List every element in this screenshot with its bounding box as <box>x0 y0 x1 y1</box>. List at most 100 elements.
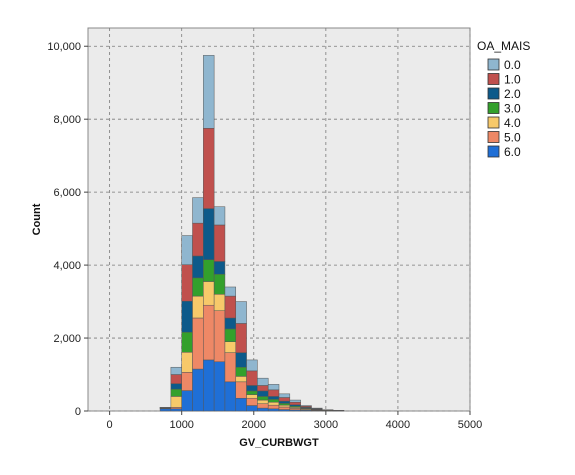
legend-swatch <box>487 102 500 114</box>
x-axis-title: GV_CURBWGT <box>239 437 319 449</box>
bar-segment <box>257 407 269 412</box>
bar-segment <box>213 294 226 311</box>
bar-segment <box>257 385 269 392</box>
bar-segment <box>246 397 258 406</box>
bar-segment <box>235 397 247 412</box>
bar-segment <box>267 404 280 410</box>
bar-segment <box>203 128 215 209</box>
bar-segment <box>235 376 247 383</box>
bar-segment <box>257 390 269 397</box>
y-tick-label: 8,000 <box>53 114 81 126</box>
legend-label: 2.0 <box>504 87 521 101</box>
bar-segment <box>289 399 301 403</box>
bar-segment <box>224 352 237 383</box>
bar-segment <box>246 359 258 372</box>
bar-segment <box>203 281 215 306</box>
bar-segment <box>224 381 237 412</box>
bar-segment <box>246 390 258 395</box>
bar-segment <box>267 389 280 397</box>
bar-segment <box>170 374 182 384</box>
bar-segment <box>203 359 215 412</box>
y-tick-label: 2,000 <box>53 333 81 345</box>
bar-segment <box>224 341 237 353</box>
bar-segment <box>181 300 193 333</box>
bar-segment <box>267 396 280 400</box>
bar-segment <box>192 255 204 279</box>
bar-segment <box>246 394 258 399</box>
legend: OA_MAIS 0.01.02.03.04.05.06.0 <box>477 39 530 159</box>
legend-swatch <box>487 73 500 85</box>
bar-segment <box>267 401 280 406</box>
x-tick-label: 2000 <box>242 419 266 431</box>
bar-segment <box>170 396 182 408</box>
bar-segment <box>246 405 258 412</box>
bar-segment <box>278 403 291 406</box>
bar-segment <box>267 384 280 391</box>
bar-segment <box>203 259 215 282</box>
bar-segment <box>213 206 226 226</box>
legend-swatch <box>487 87 500 100</box>
bar-segment <box>235 381 247 399</box>
y-axis-title: Count <box>31 203 43 235</box>
x-tick-label: 5000 <box>458 419 482 431</box>
bar-segment <box>257 377 269 386</box>
bar-segment <box>181 331 193 353</box>
bar-segment <box>181 372 193 391</box>
legend-label: 3.0 <box>504 102 521 116</box>
bar-segment <box>278 397 291 402</box>
y-tick-label: 6,000 <box>53 187 81 199</box>
legend-label: 4.0 <box>504 116 521 130</box>
bar-segment <box>213 361 226 412</box>
bar-segment <box>235 366 247 377</box>
bar-segment <box>224 286 237 297</box>
bar-segment <box>192 197 204 224</box>
bar-segment <box>289 401 301 406</box>
bar-segment <box>170 383 182 390</box>
bar-segment <box>300 405 312 407</box>
bar-segment <box>203 55 215 129</box>
bar-segment <box>224 295 237 319</box>
bar-segment <box>170 388 182 397</box>
bar-segment <box>192 295 204 319</box>
bar-segment <box>203 304 215 361</box>
bar-segment <box>213 224 226 262</box>
bar-segment <box>257 399 269 404</box>
bar-segment <box>181 352 193 373</box>
bar-segment <box>213 273 226 295</box>
bar-segment <box>181 390 193 412</box>
legend-label: 1.0 <box>504 73 521 87</box>
legend-label: 5.0 <box>504 131 521 145</box>
bar-segment <box>278 400 291 404</box>
bar-segment <box>170 366 182 375</box>
x-tick-label: 3000 <box>314 419 338 431</box>
bar-segment <box>192 222 204 257</box>
bar-segment <box>235 352 247 368</box>
bar-segment <box>224 328 237 342</box>
bar-segment <box>246 370 258 386</box>
bar-segment <box>257 403 269 409</box>
legend-label: 6.0 <box>504 145 521 159</box>
bars <box>159 55 345 412</box>
bar-segment <box>278 393 291 398</box>
legend-swatch <box>487 58 500 71</box>
y-axis-ticks: 0 2,000 4,000 6,000 8,000 10,000 <box>47 41 88 418</box>
legend-swatch <box>487 131 500 143</box>
bar-segment <box>278 406 291 410</box>
bar-segment <box>181 264 193 302</box>
bar-segment <box>213 310 226 363</box>
bar-segment <box>192 277 204 297</box>
x-axis-ticks: 0 1000 2000 3000 4000 5000 <box>107 411 482 431</box>
bar-segment <box>159 408 172 412</box>
bar-segment <box>278 404 291 408</box>
x-tick-label: 0 <box>107 419 113 431</box>
bar-segment <box>267 408 280 412</box>
legend-label: 0.0 <box>504 58 521 72</box>
bar-segment <box>213 261 226 275</box>
x-tick-label: 1000 <box>169 419 193 431</box>
bar-segment <box>181 235 193 265</box>
bar-segment <box>224 317 237 330</box>
bar-segment <box>235 301 247 324</box>
bar-segment <box>203 208 215 260</box>
legend-title: OA_MAIS <box>477 39 530 53</box>
